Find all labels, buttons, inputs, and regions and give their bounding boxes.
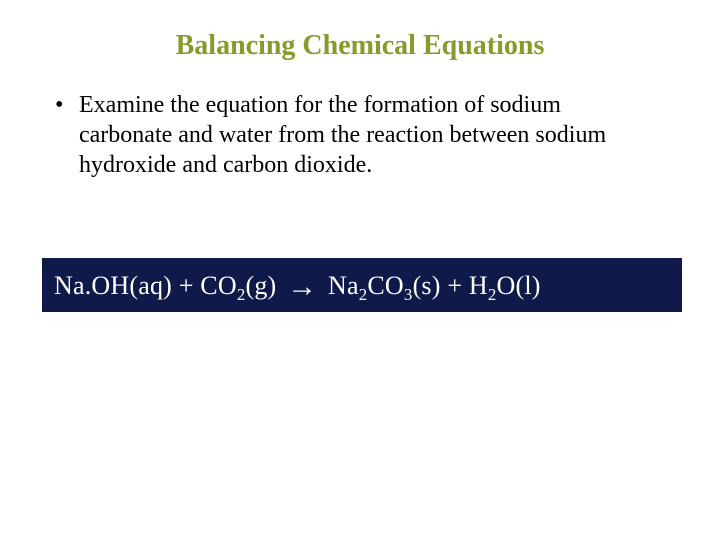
eq-product-2-base: H — [469, 271, 488, 300]
eq-product-2-sub: 2 — [488, 285, 497, 304]
bullet-text: Examine the equation for the formation o… — [79, 90, 615, 180]
chemical-equation: Na.OH(aq) + CO2(g) → Na2CO3(s) + H2O(l) — [42, 258, 682, 312]
slide-title: Balancing Chemical Equations — [0, 30, 720, 62]
eq-reactant-2-state: (g) — [245, 271, 276, 300]
eq-product-2-tail: O(l) — [497, 271, 541, 300]
bullet-marker: • — [55, 90, 79, 120]
reaction-arrow-icon: → — [283, 270, 321, 303]
eq-product-1-base1: Na — [328, 271, 359, 300]
body-text-block: • Examine the equation for the formation… — [55, 90, 615, 180]
eq-product-1-state: (s) — [413, 271, 441, 300]
eq-reactant-1: Na.OH(aq) — [54, 271, 172, 300]
eq-plus-2: + — [441, 271, 469, 300]
bullet-item: • Examine the equation for the formation… — [55, 90, 615, 180]
slide: Balancing Chemical Equations • Examine t… — [0, 0, 720, 540]
eq-reactant-2-base: CO — [200, 271, 237, 300]
eq-product-1-base2: CO — [367, 271, 404, 300]
eq-product-1-sub2: 3 — [404, 285, 413, 304]
eq-plus-1: + — [172, 271, 200, 300]
